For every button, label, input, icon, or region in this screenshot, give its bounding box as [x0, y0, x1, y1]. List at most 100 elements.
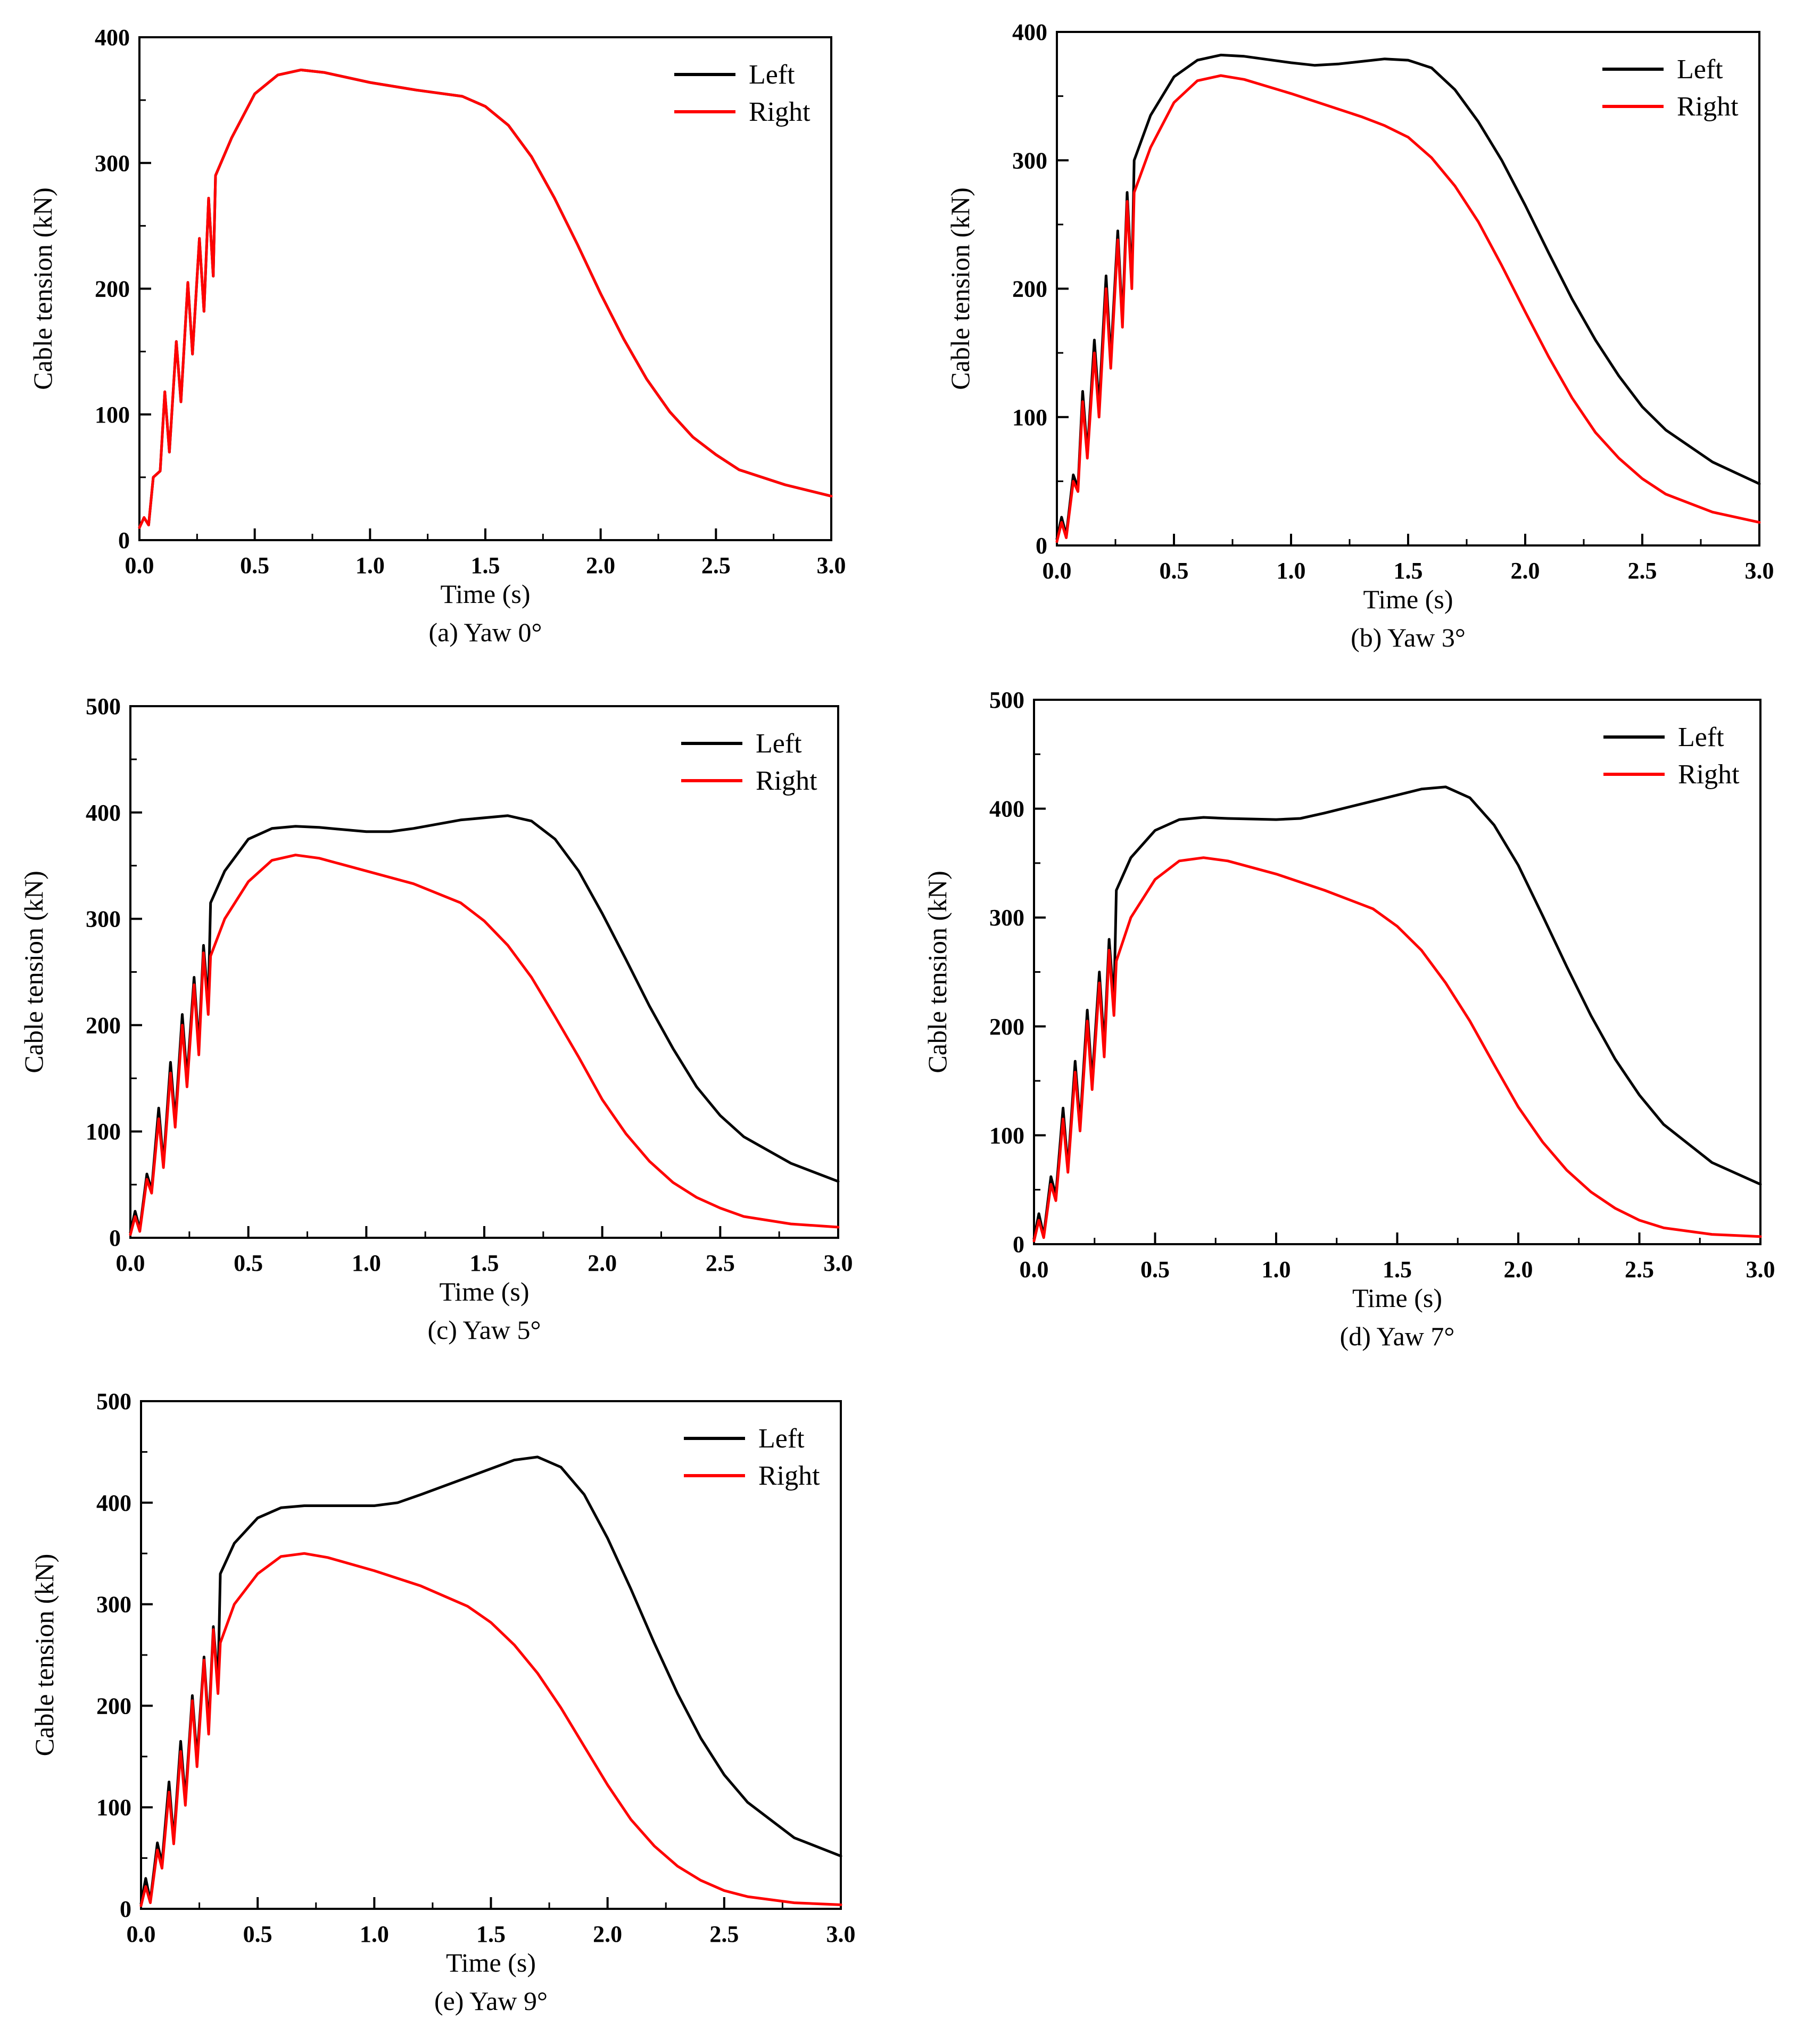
x-tick-label: 2.0	[593, 1921, 622, 1947]
chart-caption: (e) Yaw 9°	[434, 1986, 548, 2016]
y-tick-label: 0	[1013, 1231, 1024, 1257]
series-line-left	[139, 1455, 842, 1905]
x-axis-label: Time (s)	[440, 579, 530, 609]
legend-label-right: Right	[1677, 92, 1739, 122]
x-axis-label: Time (s)	[439, 1277, 529, 1306]
x-tick-label: 2.0	[586, 552, 615, 578]
y-tick-label: 0	[118, 527, 130, 553]
y-tick-label: 300	[95, 150, 130, 176]
series-line-right	[129, 854, 840, 1236]
x-tick-label: 3.0	[824, 1250, 853, 1276]
series-line-right	[1032, 856, 1762, 1243]
y-tick-label: 0	[109, 1225, 121, 1251]
chart-panel-4: 0.0 0.5 1.0 1.5 2.0 2.5 3.0 0 100 200 300 400 500 Tim…	[29, 1388, 856, 2016]
x-axis-label: Time (s)	[1363, 584, 1453, 614]
chart-caption: (d) Yaw 7°	[1340, 1321, 1455, 1351]
x-tick-label: 1.0	[1277, 558, 1306, 584]
x-tick-label: 0.0	[1043, 558, 1072, 584]
chart-panel-2: 0.0 0.5 1.0 1.5 2.0 2.5 3.0 0 100 200 300 400 500 Tim…	[19, 693, 853, 1345]
x-tick-label: 1.5	[1383, 1256, 1412, 1282]
y-tick-label: 100	[989, 1122, 1024, 1148]
y-tick-label: 0	[1036, 533, 1047, 559]
y-tick-label: 100	[95, 402, 130, 428]
y-tick-label: 400	[86, 800, 121, 826]
chart-panel-0: 0.0 0.5 1.0 1.5 2.0 2.5 3.0 0 100 200 300 400 Time (…	[28, 24, 846, 647]
legend-label-right: Right	[1678, 759, 1740, 790]
x-tick-label: 1.5	[1394, 558, 1423, 584]
x-tick-label: 0.5	[240, 552, 269, 578]
legend-label-right: Right	[749, 97, 810, 127]
y-tick-label: 200	[1012, 276, 1047, 302]
x-tick-label: 0.0	[125, 552, 154, 578]
y-tick-label: 300	[1012, 147, 1047, 173]
x-tick-label: 0.0	[127, 1921, 156, 1947]
x-tick-label: 0.5	[1140, 1256, 1170, 1282]
x-tick-label: 0.5	[243, 1921, 272, 1947]
x-tick-label: 3.0	[1745, 558, 1774, 584]
legend-label-right: Right	[756, 766, 817, 796]
plot-frame	[1056, 31, 1760, 547]
x-tick-label: 1.0	[355, 552, 385, 578]
x-tick-label: 1.0	[360, 1921, 389, 1947]
series-line-left	[138, 68, 833, 529]
y-tick-label: 500	[989, 687, 1024, 713]
y-tick-label: 200	[95, 276, 130, 302]
series-line-right	[138, 68, 833, 529]
chart-caption: (a) Yaw 0°	[428, 617, 542, 647]
y-tick-label: 400	[1012, 19, 1047, 45]
y-tick-label: 300	[989, 905, 1024, 931]
y-tick-label: 400	[95, 24, 130, 51]
y-tick-label: 400	[989, 796, 1024, 822]
chart-caption: (b) Yaw 3°	[1351, 623, 1466, 652]
series-line-left	[1032, 785, 1762, 1240]
x-tick-label: 0.0	[116, 1250, 145, 1276]
x-tick-label: 1.5	[476, 1921, 506, 1947]
chart-panel-3: 0.0 0.5 1.0 1.5 2.0 2.5 3.0 0 100 200 300 400 500 Tim…	[922, 687, 1775, 1351]
x-tick-label: 2.5	[1625, 1256, 1654, 1282]
chart-caption: (c) Yaw 5°	[427, 1315, 541, 1345]
x-tick-label: 2.5	[1628, 558, 1657, 584]
y-axis-label: Cable tension (kN)	[29, 1554, 59, 1756]
series-line-left	[129, 814, 840, 1234]
x-tick-label: 2.0	[1511, 558, 1540, 584]
x-tick-label: 0.0	[1020, 1256, 1049, 1282]
y-tick-label: 100	[1012, 404, 1047, 431]
x-tick-label: 2.0	[588, 1250, 617, 1276]
x-axis-label: Time (s)	[1352, 1283, 1442, 1313]
x-tick-label: 1.5	[470, 1250, 499, 1276]
legend-label-left: Left	[1678, 722, 1724, 752]
series-line-right	[139, 1552, 842, 1907]
y-axis-label: Cable tension (kN)	[922, 871, 952, 1073]
plot-frame	[140, 1400, 842, 1910]
legend-label-left: Left	[749, 60, 795, 90]
y-tick-label: 100	[96, 1794, 131, 1820]
legend-label-left: Left	[1677, 54, 1723, 85]
x-tick-label: 0.5	[234, 1250, 263, 1276]
y-tick-label: 300	[96, 1592, 131, 1618]
y-tick-label: 300	[86, 906, 121, 932]
series-line-right	[1055, 74, 1761, 543]
legend-label-left: Left	[756, 729, 802, 759]
y-tick-label: 200	[96, 1693, 131, 1719]
y-tick-label: 0	[120, 1896, 131, 1922]
legend-label-right: Right	[758, 1461, 820, 1491]
legend-label-left: Left	[758, 1424, 805, 1454]
y-tick-label: 100	[86, 1119, 121, 1145]
y-tick-label: 400	[96, 1490, 131, 1516]
x-tick-label: 1.0	[1262, 1256, 1291, 1282]
plot-frame	[129, 705, 839, 1239]
chart-panel-1: 0.0 0.5 1.0 1.5 2.0 2.5 3.0 0 100 200 300 400 Time (…	[945, 19, 1774, 652]
x-tick-label: 1.5	[471, 552, 500, 578]
x-tick-label: 0.5	[1160, 558, 1189, 584]
y-tick-label: 500	[96, 1388, 131, 1414]
plot-frame	[1033, 699, 1761, 1245]
y-axis-label: Cable tension (kN)	[945, 187, 975, 390]
x-tick-label: 2.5	[706, 1250, 735, 1276]
y-tick-label: 200	[989, 1014, 1024, 1040]
y-tick-label: 200	[86, 1012, 121, 1038]
x-axis-label: Time (s)	[446, 1948, 536, 1977]
x-tick-label: 3.0	[1746, 1256, 1775, 1282]
x-tick-label: 2.5	[701, 552, 731, 578]
y-tick-label: 500	[86, 693, 121, 719]
